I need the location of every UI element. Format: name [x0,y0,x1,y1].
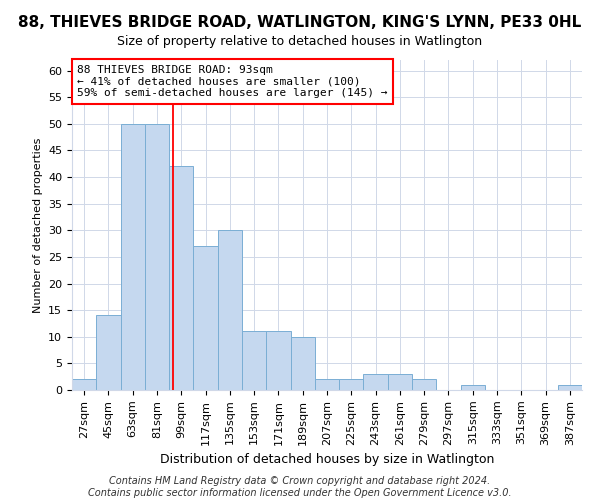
Bar [290,337,315,390]
Bar [388,374,412,390]
Bar [364,374,388,390]
Text: Size of property relative to detached houses in Watlington: Size of property relative to detached ho… [118,35,482,48]
Y-axis label: Number of detached properties: Number of detached properties [32,138,43,312]
Text: Contains HM Land Registry data © Crown copyright and database right 2024.
Contai: Contains HM Land Registry data © Crown c… [88,476,512,498]
Bar [218,230,242,390]
Bar [121,124,145,390]
Bar [169,166,193,390]
Bar [266,332,290,390]
Bar [315,380,339,390]
X-axis label: Distribution of detached houses by size in Watlington: Distribution of detached houses by size … [160,453,494,466]
Bar [242,332,266,390]
Bar [461,384,485,390]
Bar [96,316,121,390]
Bar [145,124,169,390]
Bar [412,380,436,390]
Bar [558,384,582,390]
Bar [339,380,364,390]
Bar [193,246,218,390]
Bar [72,380,96,390]
Text: 88, THIEVES BRIDGE ROAD, WATLINGTON, KING'S LYNN, PE33 0HL: 88, THIEVES BRIDGE ROAD, WATLINGTON, KIN… [19,15,581,30]
Text: 88 THIEVES BRIDGE ROAD: 93sqm
← 41% of detached houses are smaller (100)
59% of : 88 THIEVES BRIDGE ROAD: 93sqm ← 41% of d… [77,65,388,98]
